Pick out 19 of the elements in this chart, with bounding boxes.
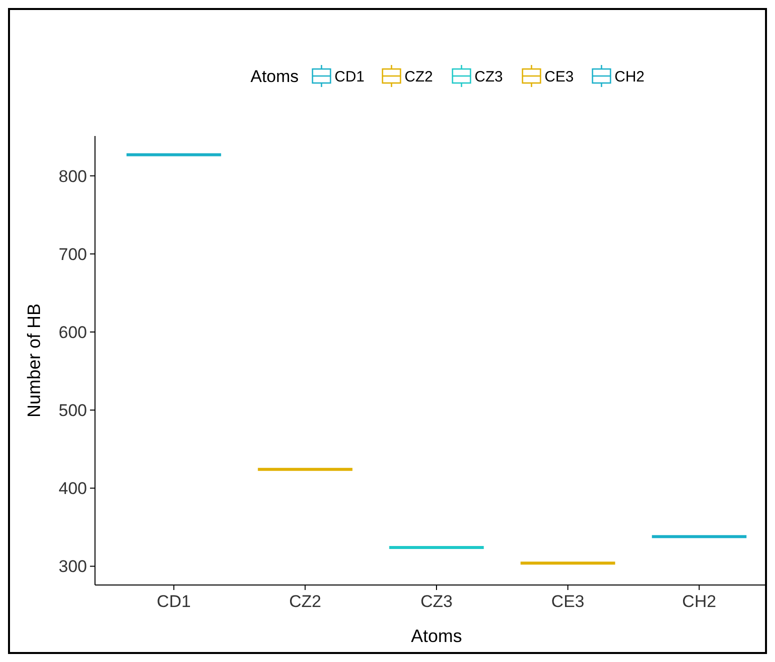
y-tick-label: 700	[58, 244, 87, 264]
y-axis-title: Number of HB	[24, 303, 44, 418]
x-axis-title: Atoms	[410, 626, 462, 646]
x-tick-label: CH2	[682, 592, 716, 611]
y-tick-label: 600	[58, 322, 87, 342]
legend-label: CH2	[614, 68, 645, 86]
legend-label: CD1	[334, 68, 365, 86]
x-tick-label: CE3	[551, 592, 584, 611]
legend-label: CE3	[544, 68, 574, 86]
legend-label: CZ2	[404, 68, 433, 86]
x-tick-label: CD1	[156, 592, 191, 611]
legend-title: Atoms	[250, 66, 299, 86]
x-tick-label: CZ2	[289, 592, 322, 611]
y-tick-label: 500	[58, 401, 87, 420]
y-tick-label: 400	[58, 479, 87, 498]
y-tick-label: 300	[58, 557, 87, 576]
y-tick-label: 800	[58, 166, 87, 186]
legend-label: CZ3	[474, 68, 503, 86]
x-tick-label: CZ3	[420, 592, 453, 611]
